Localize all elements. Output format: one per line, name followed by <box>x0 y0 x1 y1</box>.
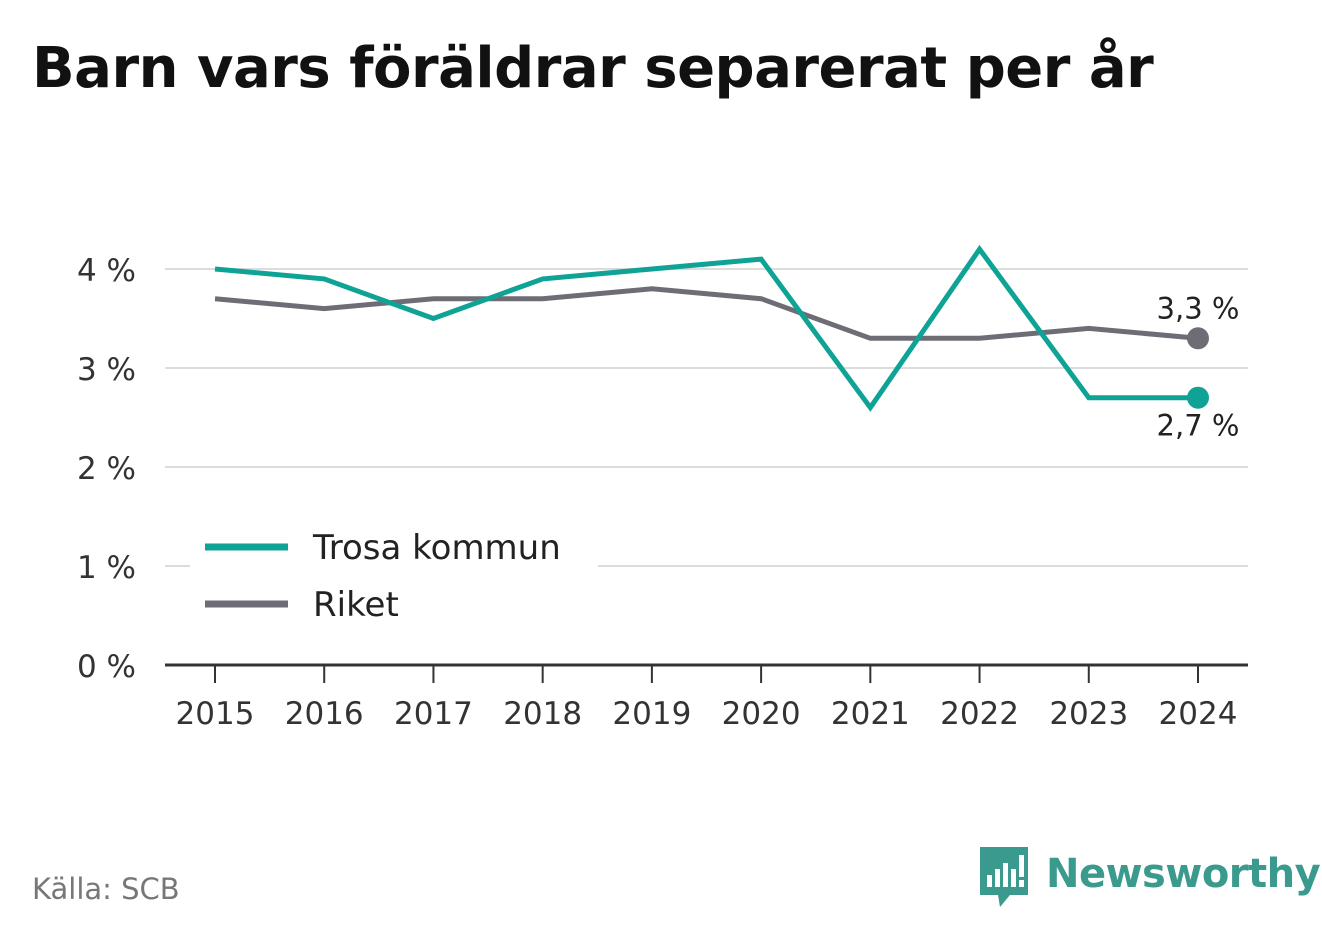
brand-logo-group[interactable]: Newsworthy <box>980 847 1321 908</box>
x-axis: 2015 2016 2017 2018 2019 2020 2021 2022 2023 2024 <box>165 663 1248 732</box>
x-tick-label: 2022 <box>940 696 1019 732</box>
series-lines <box>214 244 1209 412</box>
legend: Trosa kommun Riket <box>190 520 598 638</box>
x-tick-label: 2017 <box>394 696 473 732</box>
x-tick-label: 2021 <box>831 696 910 732</box>
y-tick-label: 1 % <box>77 550 136 586</box>
y-tick-label: 4 % <box>77 253 136 289</box>
legend-label: Riket <box>313 585 399 625</box>
x-tick-label: 2019 <box>612 696 691 732</box>
x-tick-label: 2016 <box>285 696 364 732</box>
legend-label: Trosa kommun <box>312 528 561 568</box>
y-axis-tick-labels: 0 % 1 % 2 % 3 % 4 % <box>77 253 136 685</box>
end-value-label: 3,3 % <box>1157 291 1240 325</box>
series-line <box>214 244 1198 412</box>
x-tick-label: 2018 <box>503 696 582 732</box>
legend-box <box>190 520 598 638</box>
x-tick-label: 2015 <box>176 696 255 732</box>
end-labels: 2,7 % 3,3 % <box>1157 291 1240 442</box>
y-tick-label: 3 % <box>77 352 136 388</box>
end-value-label: 2,7 % <box>1157 409 1240 443</box>
brand-name: Newsworthy <box>1046 851 1321 897</box>
chart-title: Barn vars föräldrar separerat per år <box>32 36 1154 101</box>
end-point-marker <box>1187 386 1209 409</box>
series-line <box>214 286 1199 341</box>
x-tick-label: 2024 <box>1159 696 1238 732</box>
y-tick-label: 2 % <box>77 451 136 487</box>
y-tick-label: 0 % <box>77 649 136 685</box>
x-tick-label: 2023 <box>1049 696 1128 732</box>
end-point-marker <box>1187 327 1209 350</box>
source-note: Källa: SCB <box>32 872 180 906</box>
bar-chart-speech-bubble-icon <box>980 847 1028 907</box>
x-tick-label: 2020 <box>722 696 801 732</box>
